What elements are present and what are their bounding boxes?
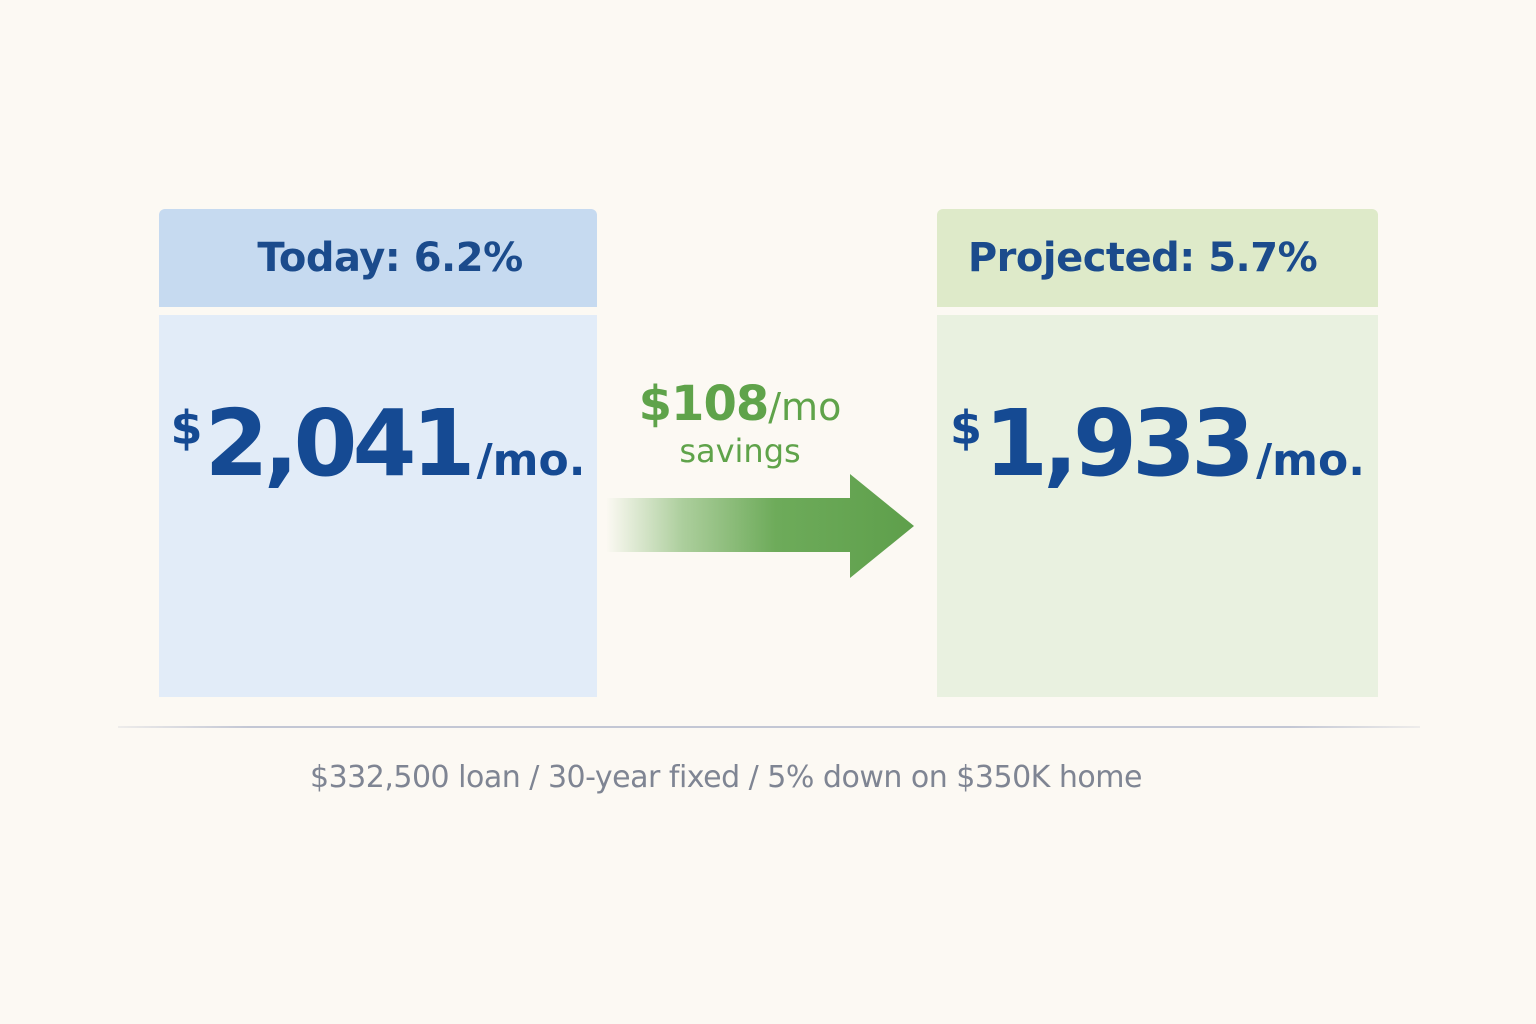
savings-per: /mo [768,385,842,429]
savings-label: savings [679,432,801,470]
today-currency-symbol: $ [170,401,203,455]
today-rate-label: Today: 6.2% [257,235,523,281]
projected-payment: $ 1,933 /mo. [937,393,1378,494]
loan-details-footnote: $332,500 loan / 30-year fixed / 5% down … [310,760,1142,795]
projected-rate-header: Projected: 5.7% [937,209,1378,307]
today-payment: $ 2,041 /mo. [159,393,597,494]
right-arrow-icon [606,474,914,578]
savings-amount: $108/mo [620,380,860,428]
projected-payment-unit: /mo. [1256,435,1365,486]
projected-payment-card: $ 1,933 /mo. [937,315,1378,697]
today-payment-card: $ 2,041 /mo. [159,315,597,697]
savings-callout: $108/mo savings [620,380,860,470]
today-payment-value: 2,041 [204,390,476,497]
projected-rate-label: Projected: 5.7% [967,235,1318,281]
savings-value: $108 [638,376,770,432]
divider [118,726,1420,728]
projected-currency-symbol: $ [950,401,983,455]
projected-payment-value: 1,933 [984,390,1255,497]
today-rate-header: Today: 6.2% [159,209,597,307]
today-payment-unit: /mo. [476,435,586,486]
